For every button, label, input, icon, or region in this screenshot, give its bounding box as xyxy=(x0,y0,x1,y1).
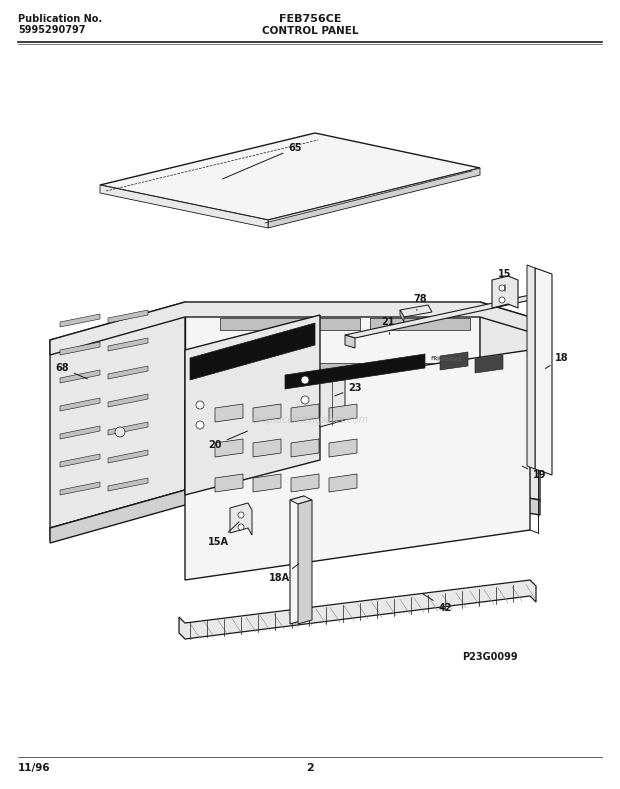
Polygon shape xyxy=(179,580,536,639)
Text: 11/96: 11/96 xyxy=(18,763,51,773)
Polygon shape xyxy=(220,363,360,375)
Polygon shape xyxy=(108,422,148,435)
Polygon shape xyxy=(320,373,345,427)
Text: 19: 19 xyxy=(523,466,547,480)
Polygon shape xyxy=(108,310,148,323)
Polygon shape xyxy=(50,302,540,355)
Polygon shape xyxy=(440,352,468,370)
Text: 23: 23 xyxy=(335,383,361,396)
Polygon shape xyxy=(220,318,360,330)
Polygon shape xyxy=(50,490,185,540)
Polygon shape xyxy=(345,295,540,338)
Polygon shape xyxy=(60,454,100,467)
Text: 15A: 15A xyxy=(208,522,239,547)
Circle shape xyxy=(238,524,244,530)
Polygon shape xyxy=(370,408,470,420)
Polygon shape xyxy=(60,482,100,495)
Text: 15: 15 xyxy=(498,269,511,291)
Circle shape xyxy=(301,376,309,384)
Circle shape xyxy=(115,427,125,437)
Polygon shape xyxy=(285,354,425,389)
Polygon shape xyxy=(400,310,404,322)
Polygon shape xyxy=(60,370,100,383)
Text: 21: 21 xyxy=(381,317,395,335)
Circle shape xyxy=(196,401,204,409)
Text: P23G0099: P23G0099 xyxy=(462,652,518,662)
Polygon shape xyxy=(370,363,470,375)
Polygon shape xyxy=(100,133,480,220)
Text: Publication No.: Publication No. xyxy=(18,14,102,24)
Polygon shape xyxy=(100,185,268,228)
Polygon shape xyxy=(290,496,304,624)
Polygon shape xyxy=(480,302,540,500)
Text: 2: 2 xyxy=(306,763,314,773)
Polygon shape xyxy=(527,265,535,469)
Polygon shape xyxy=(291,474,319,492)
Text: 20: 20 xyxy=(208,431,247,450)
Polygon shape xyxy=(108,338,148,351)
Text: ereplacementparts.com: ereplacementparts.com xyxy=(252,415,368,425)
Text: 18A: 18A xyxy=(270,563,299,583)
Polygon shape xyxy=(185,302,480,490)
Polygon shape xyxy=(253,474,281,492)
Polygon shape xyxy=(60,314,100,327)
Text: 18: 18 xyxy=(546,353,569,368)
Polygon shape xyxy=(108,478,148,491)
Polygon shape xyxy=(60,342,100,355)
Text: 42: 42 xyxy=(422,593,452,613)
Polygon shape xyxy=(253,439,281,457)
Text: FEB756CE: FEB756CE xyxy=(279,14,341,24)
Polygon shape xyxy=(535,268,552,475)
Text: 5995290797: 5995290797 xyxy=(18,25,86,35)
Polygon shape xyxy=(291,404,319,422)
Polygon shape xyxy=(60,398,100,411)
Polygon shape xyxy=(185,350,530,580)
Polygon shape xyxy=(230,503,252,535)
Polygon shape xyxy=(108,394,148,407)
Polygon shape xyxy=(298,500,312,624)
Polygon shape xyxy=(370,318,470,330)
Polygon shape xyxy=(108,450,148,463)
Circle shape xyxy=(499,297,505,303)
Polygon shape xyxy=(190,323,315,380)
Polygon shape xyxy=(475,355,503,373)
Polygon shape xyxy=(50,302,185,528)
Polygon shape xyxy=(253,404,281,422)
Circle shape xyxy=(196,421,204,429)
Polygon shape xyxy=(185,315,320,495)
Polygon shape xyxy=(329,404,357,422)
Polygon shape xyxy=(60,426,100,439)
Text: CONTROL PANEL: CONTROL PANEL xyxy=(262,26,358,36)
Polygon shape xyxy=(50,490,540,543)
Polygon shape xyxy=(215,474,243,492)
Text: 65: 65 xyxy=(223,143,302,179)
Polygon shape xyxy=(215,404,243,422)
Polygon shape xyxy=(329,439,357,457)
Polygon shape xyxy=(291,439,319,457)
Polygon shape xyxy=(400,305,432,317)
Polygon shape xyxy=(290,496,312,504)
Text: 68: 68 xyxy=(55,363,87,379)
Polygon shape xyxy=(492,276,518,308)
Text: FRIGIDAIRE: FRIGIDAIRE xyxy=(430,357,462,363)
Polygon shape xyxy=(329,474,357,492)
Text: 78: 78 xyxy=(413,294,427,310)
Circle shape xyxy=(499,285,505,291)
Polygon shape xyxy=(215,439,243,457)
Circle shape xyxy=(301,396,309,404)
Polygon shape xyxy=(345,335,355,348)
Polygon shape xyxy=(108,366,148,379)
Circle shape xyxy=(238,512,244,518)
Polygon shape xyxy=(220,408,360,420)
Polygon shape xyxy=(268,168,480,228)
